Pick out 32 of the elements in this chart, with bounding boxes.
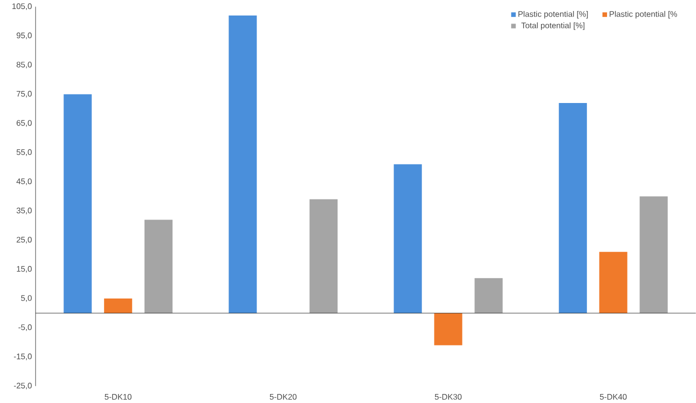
y-tick-label: 55,0 (16, 149, 32, 156)
y-tick-label: 25,0 (16, 236, 32, 244)
bar (104, 298, 132, 314)
y-tick-label: 85,0 (16, 62, 32, 68)
y-tick-label: 105,0 (12, 3, 32, 10)
bar (144, 220, 173, 314)
y-tick-label: 65,0 (16, 120, 32, 127)
y-tick-label: 95,0 (16, 32, 32, 40)
x-tick-label: 5-DK10 (104, 394, 132, 400)
y-tick-label: 45,0 (16, 178, 32, 186)
legend-label: Plastic potential [% (610, 10, 678, 18)
legend-label: Total potential [%] (521, 22, 584, 30)
y-tick-label: 35,0 (16, 208, 32, 214)
y-tick-label: -25,0 (14, 382, 32, 390)
y-tick-label: -5,0 (18, 324, 32, 332)
bar (474, 278, 503, 314)
bar (434, 313, 462, 346)
bar (310, 199, 338, 314)
y-tick-label: 5,0 (21, 295, 32, 302)
bar (64, 94, 92, 314)
x-tick-label: 5-DK30 (434, 394, 462, 400)
bar (228, 15, 257, 314)
legend-label: Plastic potential [%] (518, 10, 588, 18)
x-tick-label: 5-DK20 (270, 394, 297, 400)
bar (640, 196, 668, 314)
y-tick-label: -15,0 (14, 354, 32, 360)
bar (599, 252, 628, 314)
y-tick-label: 15,0 (16, 266, 32, 273)
x-tick-label: 5-DK40 (600, 394, 627, 400)
bar (558, 102, 587, 314)
y-tick-label: 75,0 (16, 90, 32, 98)
bar (394, 164, 422, 314)
